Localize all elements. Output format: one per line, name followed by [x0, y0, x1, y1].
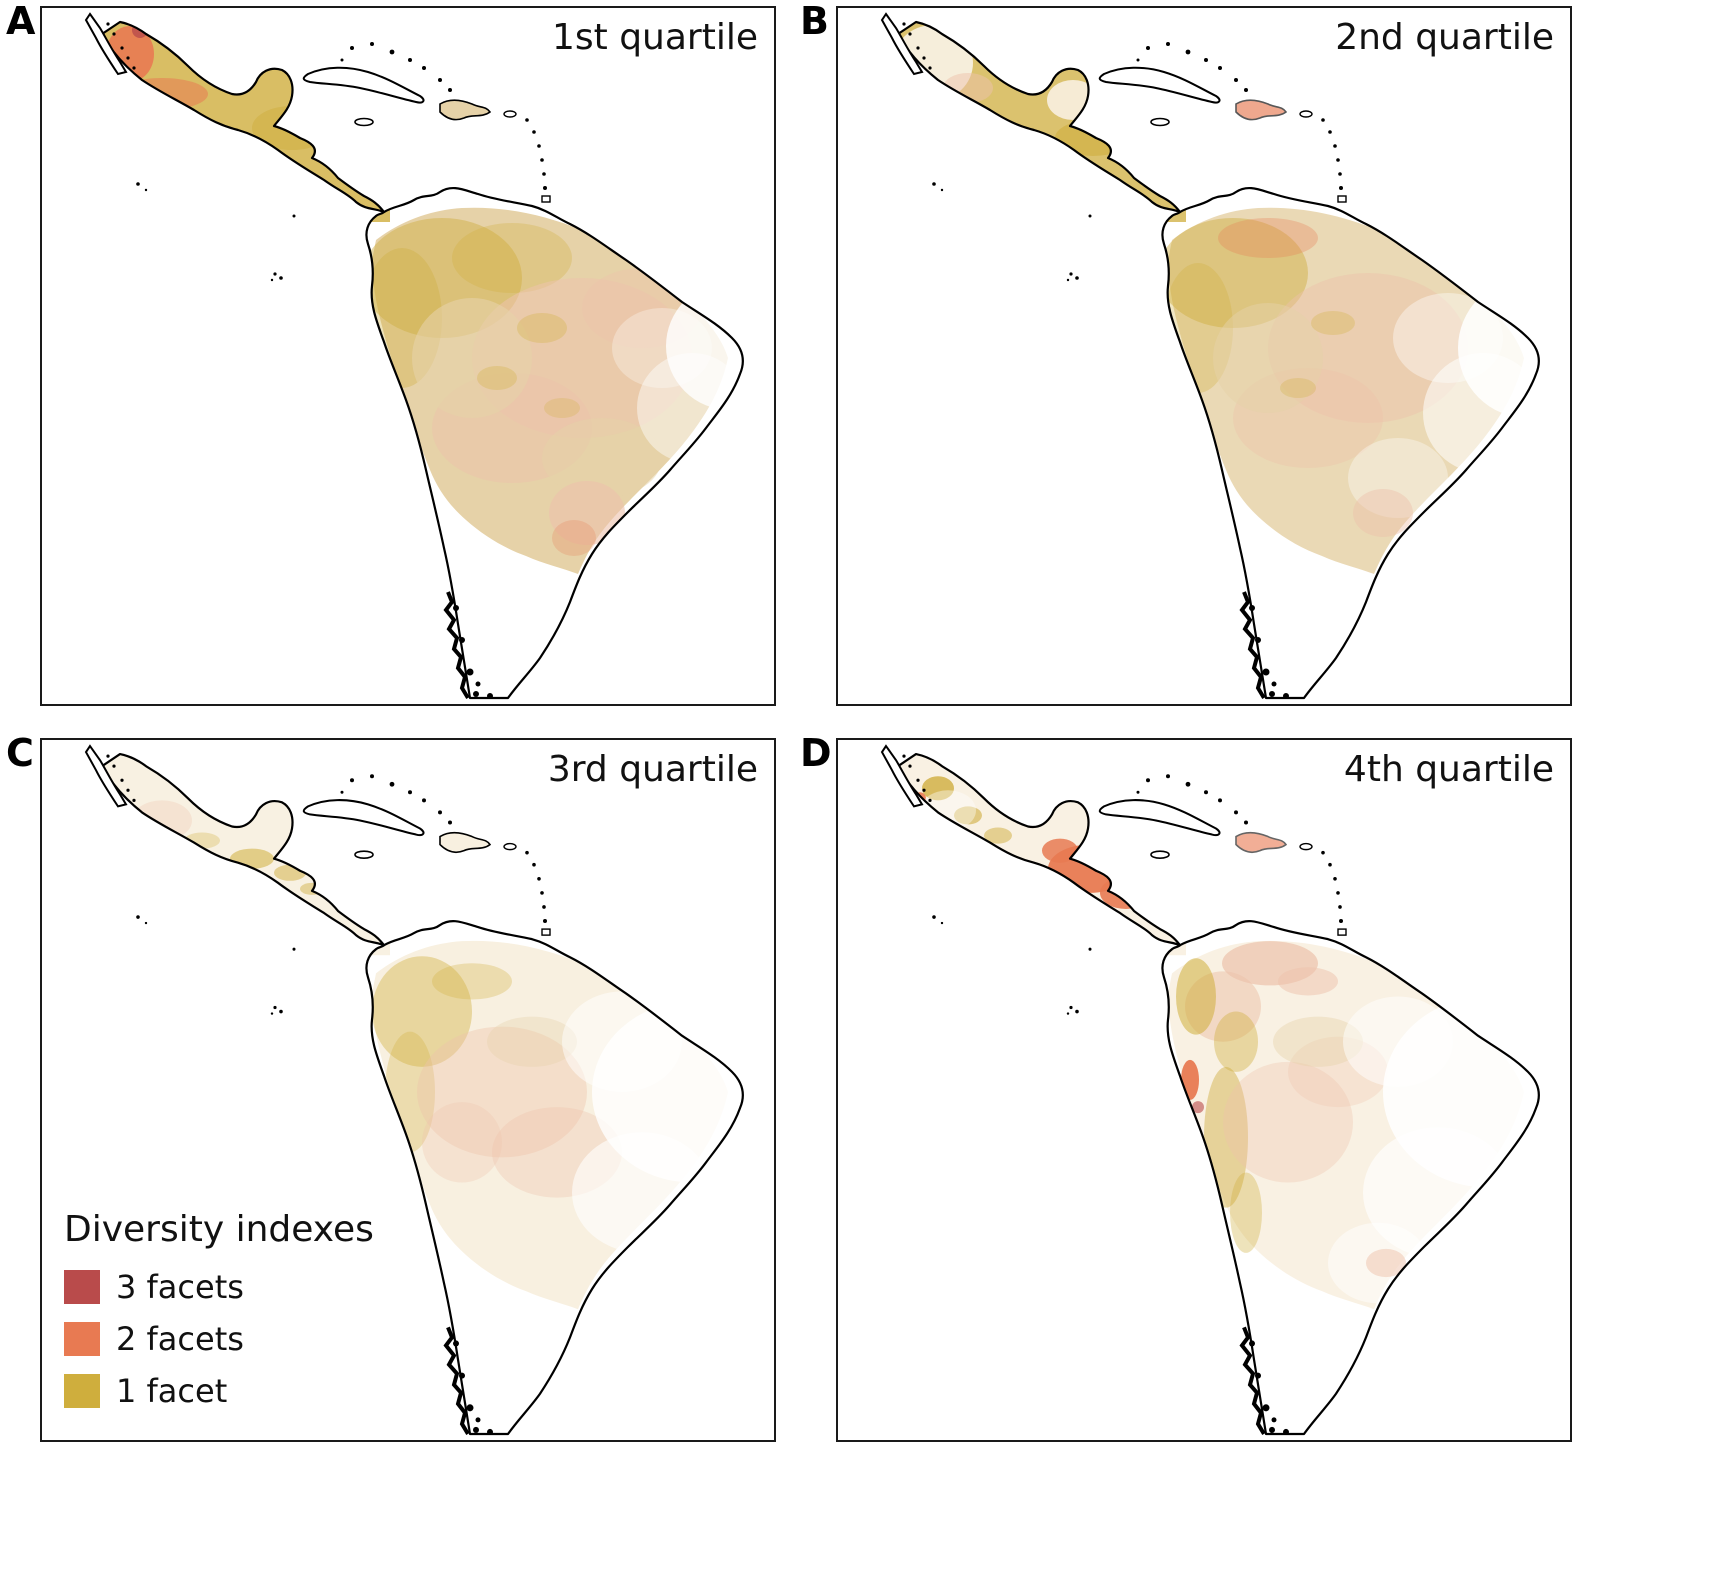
map-c: [84, 745, 774, 1440]
panel-title-a: 1st quartile: [551, 17, 758, 58]
hispaniola-island: [439, 99, 491, 121]
panel-title-c: 3rd quartile: [547, 749, 758, 790]
panel-letter-c: C: [6, 731, 34, 775]
panel-d: 4th quartile: [836, 738, 1572, 1442]
legend: Diversity indexes 3 facets 2 facets 1 fa…: [64, 1209, 374, 1424]
panel-title-b: 2nd quartile: [1335, 17, 1554, 58]
map-blobs-d: [898, 754, 1539, 1310]
legend-label-2-facets: 2 facets: [116, 1320, 244, 1358]
panel-a: 1st quartile: [40, 6, 776, 706]
legend-label-1-facet: 1 facet: [116, 1372, 228, 1410]
map-blobs-a: [102, 22, 743, 574]
legend-row-3-facets: 3 facets: [64, 1268, 374, 1306]
hispaniola-island: [1235, 99, 1287, 121]
map-d: [880, 745, 1570, 1440]
hispaniola-island: [1235, 831, 1287, 854]
legend-swatch-2-facets: [64, 1322, 100, 1356]
legend-swatch-3-facets: [64, 1270, 100, 1304]
legend-label-3-facets: 3 facets: [116, 1268, 244, 1306]
panel-letter-a: A: [6, 0, 36, 43]
legend-row-2-facets: 2 facets: [64, 1320, 374, 1358]
panel-letter-d: D: [800, 731, 832, 775]
map-a: [85, 13, 774, 701]
legend-swatch-1-facet: [64, 1374, 100, 1408]
panel-c: 3rd quartile Diversity indexes 3 facets …: [40, 738, 776, 1442]
legend-row-1-facet: 1 facet: [64, 1372, 374, 1410]
panel-b: 2nd quartile: [836, 6, 1572, 706]
legend-title: Diversity indexes: [64, 1209, 374, 1250]
panel-title-d: 4th quartile: [1343, 749, 1554, 790]
map-b: [881, 13, 1570, 701]
map-blobs-b: [898, 22, 1539, 574]
hispaniola-island: [439, 831, 491, 854]
panel-letter-b: B: [800, 0, 829, 43]
